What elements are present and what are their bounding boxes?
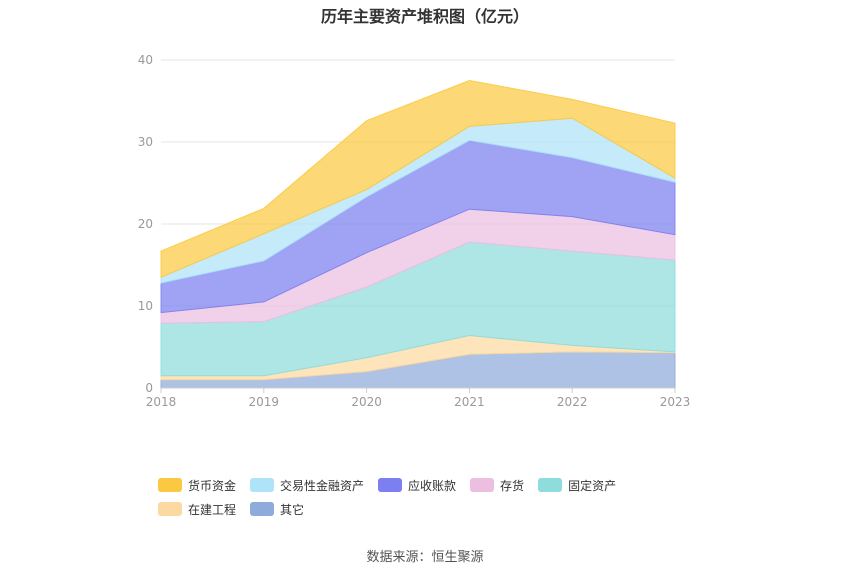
x-tick-label: 2018 [146,395,177,409]
legend-swatch [250,502,275,516]
y-tick-label: 0 [145,381,153,395]
axes: 0 10 20 30 40 2018 2019 2020 2021 2022 2023 [138,53,691,409]
legend-item[interactable]: 其它 [250,497,304,521]
legend-item[interactable]: 固定资产 [538,473,616,497]
legend-label: 存货 [500,478,525,493]
y-tick-label: 30 [138,135,153,149]
legend-label: 货币资金 [188,478,237,493]
chart-title: 历年主要资产堆积图（亿元） [320,7,529,26]
legend-item[interactable]: 交易性金融资产 [250,473,364,497]
area-series-layer [160,79,676,389]
legend-swatch [158,502,182,516]
legend-item[interactable]: 在建工程 [158,497,236,521]
y-tick-label: 40 [138,53,153,67]
data-source-note: 数据来源：恒生聚源 [366,550,484,565]
legend-label: 交易性金融资产 [280,478,365,493]
legend-item[interactable]: 货币资金 [158,473,236,497]
legend: 货币资金 交易性金融资产 应收账款 存货 固定资产在建工程 其它 [158,473,718,521]
legend-label: 其它 [280,502,305,517]
legend-item[interactable]: 应收账款 [378,473,456,497]
legend-label: 固定资产 [568,478,617,493]
y-tick-label: 20 [138,217,153,231]
legend-item[interactable]: 存货 [470,473,524,497]
legend-swatch [158,478,182,492]
x-tick-label: 2021 [454,395,485,409]
x-tick-label: 2020 [351,395,382,409]
legend-swatch [378,478,403,492]
area-series-6[interactable] [160,79,676,279]
x-tick-label: 2023 [660,395,691,409]
x-tick-label: 2022 [557,395,588,409]
legend-swatch [470,478,495,492]
legend-swatch [538,478,563,492]
y-tick-label: 10 [138,299,153,313]
stacked-area-chart: 0 10 20 30 40 2018 2019 2020 2021 2022 2023 [138,53,691,409]
x-tick-label: 2019 [249,395,280,409]
legend-label: 在建工程 [188,502,237,517]
legend-label: 应收账款 [408,478,457,493]
legend-swatch [250,478,275,492]
